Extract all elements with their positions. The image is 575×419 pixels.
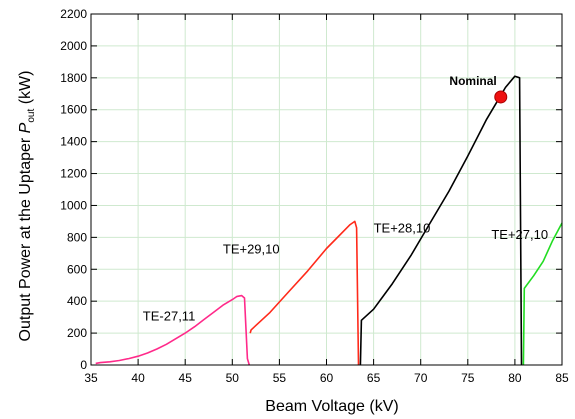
series-group [95,75,563,366]
y-tick-label: 1000 [60,198,87,212]
y-axis-title-unit: (kW) [17,71,34,109]
y-axis-title-subscript: out [26,109,37,123]
y-tick-label: 0 [80,358,87,372]
y-axis-title-symbol: P [17,122,34,133]
x-tick-label: 80 [508,371,522,385]
mode-label: TE+29,10 [223,241,280,256]
y-tick-label: 800 [67,230,87,244]
x-tick-label: 70 [414,371,428,385]
mode-label: TE-27,11 [143,308,196,323]
series-line [522,222,563,366]
y-tick-label: 1600 [60,103,87,117]
series-line [359,75,523,366]
y-tick-label: 2200 [60,7,87,21]
x-tick-label: 75 [461,371,475,385]
x-tick-label: 85 [555,371,569,385]
y-tick-label: 600 [67,262,87,276]
y-tick-label: 1400 [60,135,87,149]
x-tick-label: 50 [226,371,240,385]
series-labels: TE-27,11 TE+29,10 TE+28,10 TE+27,10 [143,221,548,324]
y-tick-label: 400 [67,294,87,308]
series-line [95,294,251,366]
y-tick-label: 200 [67,326,87,340]
y-axis-title-main: Output Power at the Uptaper [17,133,34,341]
nominal-marker [494,90,508,104]
x-tick-label: 35 [84,371,98,385]
y-tick-label: 1800 [60,71,87,85]
y-tick-label: 1200 [60,167,87,181]
x-axis-title: Beam Voltage (kV) [265,398,398,415]
series-line [249,220,360,366]
mode-label: TE+27,10 [491,227,548,242]
grid [91,14,562,365]
x-tick-label: 45 [179,371,193,385]
x-tick-label: 40 [131,371,145,385]
x-tick-label: 65 [367,371,381,385]
x-tick-label: 55 [273,371,287,385]
y-tick-label: 2000 [60,39,87,53]
y-axis-title: Output Power at the Uptaper Pout (kW) [17,71,37,342]
nominal-label: Nominal [449,74,496,88]
x-tick-label: 60 [320,371,334,385]
mode-label: TE+28,10 [374,221,431,236]
plot-frame [90,13,563,366]
